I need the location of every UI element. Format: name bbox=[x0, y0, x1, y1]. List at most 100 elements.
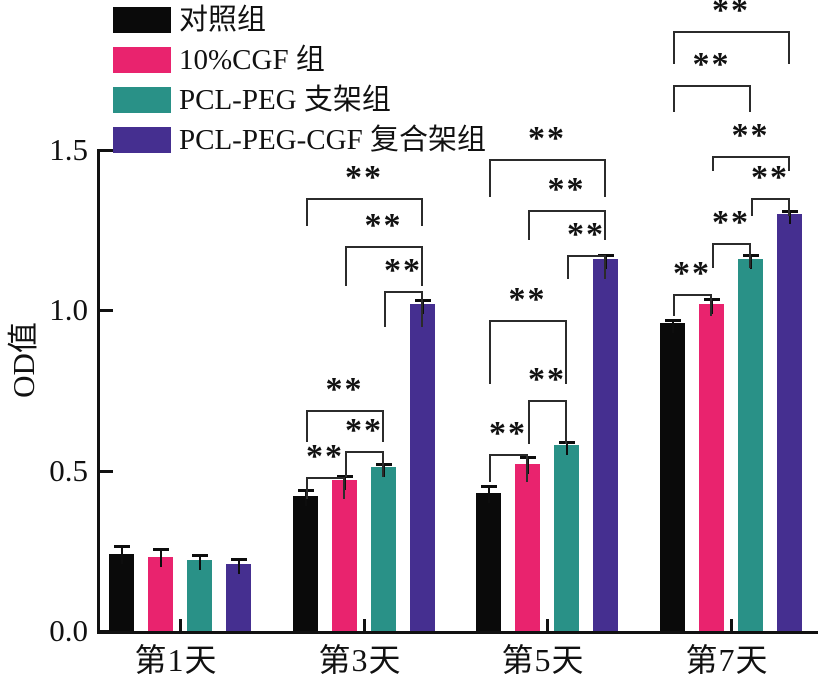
significance-label: ** bbox=[325, 370, 364, 408]
significance-label: ** bbox=[364, 206, 403, 244]
significance-bracket bbox=[527, 210, 606, 241]
significance-label: ** bbox=[673, 254, 711, 292]
significance-label: ** bbox=[692, 46, 731, 84]
x-axis-tick bbox=[363, 619, 366, 632]
legend-item-2: PCL-PEG 支架组 bbox=[113, 85, 391, 115]
significance-bracket bbox=[344, 245, 423, 286]
significance-label: ** bbox=[345, 158, 383, 196]
error-bar-cap bbox=[480, 484, 497, 488]
y-axis-tick bbox=[100, 148, 113, 152]
error-bar-cap bbox=[375, 463, 392, 467]
significance-label: ** bbox=[731, 116, 770, 154]
significance-label: ** bbox=[528, 360, 566, 398]
significance-bracket bbox=[672, 85, 751, 113]
significance-bracket bbox=[527, 399, 567, 444]
significance-label: ** bbox=[712, 0, 750, 29]
bar-series3-第7天 bbox=[777, 213, 802, 631]
error-bar-stem bbox=[159, 549, 162, 568]
error-bar-cap bbox=[152, 548, 169, 552]
legend-label: 对照组 bbox=[179, 4, 267, 36]
significance-label: ** bbox=[547, 171, 586, 209]
legend-swatch-icon bbox=[113, 47, 171, 73]
significance-bracket bbox=[488, 454, 528, 483]
x-tick-label: 第5天 bbox=[501, 642, 585, 677]
error-bar-cap bbox=[742, 254, 759, 258]
significance-bracket bbox=[488, 159, 606, 198]
bar-series3-第3天 bbox=[410, 303, 435, 631]
error-bar-stem bbox=[671, 319, 674, 333]
significance-bracket bbox=[344, 451, 384, 478]
bar-series0-第5天 bbox=[476, 492, 501, 631]
bar-series2-第5天 bbox=[554, 444, 579, 631]
legend-label: 10%CGF 组 bbox=[179, 44, 325, 76]
error-bar-stem bbox=[749, 255, 752, 269]
y-axis-line bbox=[97, 148, 100, 634]
legend-item-1: 10%CGF 组 bbox=[113, 45, 325, 75]
legend-swatch-icon bbox=[113, 87, 171, 113]
y-tick-label: 1.5 bbox=[49, 131, 88, 167]
x-tick-label: 第1天 bbox=[134, 642, 218, 677]
significance-label: ** bbox=[384, 251, 422, 289]
significance-bracket bbox=[488, 319, 567, 384]
significance-label: ** bbox=[306, 437, 344, 475]
bar-series1-第5天 bbox=[515, 464, 540, 631]
bar-series1-第7天 bbox=[699, 303, 724, 631]
significance-label: ** bbox=[489, 415, 527, 453]
y-axis-tick bbox=[100, 630, 113, 633]
y-axis-tick bbox=[100, 469, 113, 473]
x-tick-label: 第7天 bbox=[685, 642, 769, 677]
error-bar-stem bbox=[198, 554, 201, 571]
x-axis-line bbox=[97, 631, 818, 634]
x-axis-tick bbox=[730, 619, 733, 632]
y-axis-tick bbox=[100, 309, 113, 312]
significance-label: ** bbox=[508, 280, 547, 318]
error-bar-stem bbox=[237, 558, 240, 574]
significance-label: ** bbox=[528, 120, 566, 158]
error-bar-stem bbox=[565, 442, 568, 455]
bar-series0-第3天 bbox=[293, 496, 318, 631]
bar-series3-第5天 bbox=[593, 258, 618, 631]
bar-series0-第7天 bbox=[660, 322, 685, 631]
x-axis-tick bbox=[546, 619, 549, 632]
x-axis-tick bbox=[179, 619, 182, 632]
significance-label: ** bbox=[345, 412, 383, 450]
legend-item-3: PCL-PEG-CGF 复合架组 bbox=[113, 125, 486, 155]
error-bar-cap bbox=[113, 544, 130, 548]
significance-label: ** bbox=[567, 216, 605, 254]
error-bar-cap bbox=[558, 441, 575, 445]
error-bar-stem bbox=[604, 255, 607, 269]
legend-swatch-icon bbox=[113, 127, 171, 153]
bar-series1-第1天 bbox=[148, 557, 173, 631]
error-bar-cap bbox=[781, 210, 798, 214]
legend-label: PCL-PEG 支架组 bbox=[179, 84, 391, 116]
error-bar-cap bbox=[230, 557, 247, 561]
significance-bracket bbox=[566, 255, 606, 280]
legend-label: PCL-PEG-CGF 复合架组 bbox=[179, 124, 486, 156]
x-tick-label: 第3天 bbox=[318, 642, 402, 677]
error-bar-stem bbox=[526, 457, 529, 475]
error-bar-stem bbox=[382, 464, 385, 478]
bar-series0-第1天 bbox=[109, 553, 134, 631]
error-bar-cap bbox=[664, 318, 681, 322]
significance-label: ** bbox=[712, 203, 750, 241]
error-bar-stem bbox=[788, 211, 791, 224]
error-bar-cap bbox=[597, 254, 614, 258]
error-bar-cap bbox=[191, 553, 208, 557]
y-tick-label: 0.0 bbox=[49, 613, 88, 648]
legend-item-0: 对照组 bbox=[113, 5, 266, 35]
bar-series1-第3天 bbox=[332, 480, 357, 631]
significance-label: ** bbox=[751, 158, 789, 196]
error-bar-cap bbox=[519, 456, 536, 460]
error-bar-stem bbox=[487, 485, 490, 503]
significance-bracket bbox=[305, 409, 384, 442]
bar-series2-第1天 bbox=[187, 560, 212, 631]
legend-swatch-icon bbox=[113, 7, 171, 33]
bar-series2-第3天 bbox=[371, 467, 396, 631]
significance-bracket bbox=[305, 476, 345, 499]
error-bar-cap bbox=[703, 297, 720, 301]
significance-bracket bbox=[672, 293, 712, 316]
bar-series2-第7天 bbox=[738, 258, 763, 631]
bar-series3-第1天 bbox=[226, 563, 251, 631]
error-bar-stem bbox=[710, 298, 713, 314]
